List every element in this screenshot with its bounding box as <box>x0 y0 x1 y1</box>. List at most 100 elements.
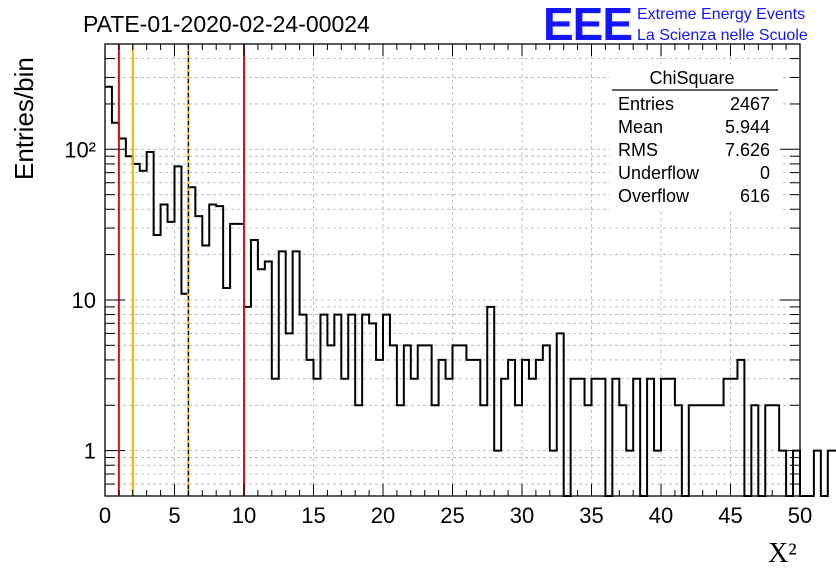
histogram-bin <box>188 187 195 496</box>
histogram-bin <box>320 315 327 496</box>
histogram-bin <box>480 405 487 496</box>
axes: 0 5 10 15 20 25 30 35 40 45 50 1 10 10² <box>64 43 812 528</box>
threshold-lines <box>117 44 245 496</box>
chart-title: PATE-01-2020-02-24-00024 <box>83 11 370 37</box>
eee-logo-mark: EEE <box>543 0 633 50</box>
histogram-bin <box>258 269 265 496</box>
histogram-bin <box>195 216 202 496</box>
histogram-bin <box>147 152 154 496</box>
histogram-bin <box>765 405 772 496</box>
histogram-bin <box>598 379 605 496</box>
histogram-bin <box>675 405 682 496</box>
histogram-bin <box>348 315 355 496</box>
histogram-bin <box>397 405 404 496</box>
histogram-bin <box>383 315 390 496</box>
histogram-bin <box>703 405 710 496</box>
histogram-bin <box>717 405 724 496</box>
histogram-bin <box>265 262 272 496</box>
histogram-bin <box>578 379 585 496</box>
histogram-bin <box>286 333 293 496</box>
histogram-bin <box>814 451 821 496</box>
histogram-bin <box>140 171 147 496</box>
x-tick-label: 40 <box>649 503 673 528</box>
stats-value-underflow: 0 <box>760 163 770 183</box>
histogram-bin <box>223 288 230 496</box>
histogram-bin <box>779 451 786 496</box>
histogram-bin <box>536 360 543 496</box>
stats-label-overflow: Overflow <box>618 186 690 206</box>
x-tick-label: 10 <box>232 503 256 528</box>
stats-label-underflow: Underflow <box>618 163 700 183</box>
histogram-bin <box>550 451 557 496</box>
histogram-bin <box>619 405 626 496</box>
histogram-bin <box>432 405 439 496</box>
histogram-bin <box>334 315 341 496</box>
histogram-bin <box>175 166 182 496</box>
histogram-bin <box>647 379 654 496</box>
histogram-bin <box>439 360 446 496</box>
histogram-bin <box>202 245 209 496</box>
histogram-bin <box>341 379 348 496</box>
y-axis-label: Entries/bin <box>9 57 39 180</box>
histogram-bin <box>731 379 738 496</box>
histogram-bin <box>466 360 473 496</box>
x-tick-label: 25 <box>440 503 464 528</box>
histogram-bin <box>654 451 661 496</box>
histogram-bin <box>529 379 536 496</box>
histogram-bin <box>209 205 216 496</box>
histogram-bin <box>661 379 668 496</box>
x-tick-label: 20 <box>371 503 395 528</box>
histogram-bin <box>161 205 168 496</box>
histogram-bin <box>459 345 466 496</box>
histogram-bin <box>307 360 314 496</box>
histogram-bin <box>487 307 494 496</box>
y-tick-label: 1 <box>84 439 96 464</box>
histogram-bin <box>314 379 321 496</box>
histogram-bin <box>293 251 300 496</box>
histogram-bin <box>633 379 640 496</box>
histogram-bin <box>230 224 237 496</box>
x-tick-label: 15 <box>301 503 325 528</box>
histogram-bin <box>751 405 758 496</box>
x-tick-label: 50 <box>788 503 812 528</box>
y-tick-label: 10² <box>64 137 96 162</box>
x-axis-label: X² <box>768 538 797 569</box>
stats-label-entries: Entries <box>618 94 674 114</box>
logo-tagline-1: Extreme Energy Events <box>637 6 806 23</box>
histogram-bin <box>689 405 696 496</box>
histogram-bin <box>543 345 550 496</box>
histogram-bin <box>126 156 133 496</box>
histogram-bin <box>418 345 425 496</box>
histogram-bin <box>501 379 508 496</box>
histogram-bin <box>571 379 578 496</box>
histogram-bin <box>272 379 279 496</box>
stats-box-frame <box>610 64 780 212</box>
histogram-bin <box>494 451 501 496</box>
histogram-bin <box>453 345 460 496</box>
histogram-bin <box>181 294 188 496</box>
x-tick-label: 0 <box>99 503 111 528</box>
histogram-bin <box>390 345 397 496</box>
histogram-bin <box>154 235 161 496</box>
stats-value-mean: 5.944 <box>725 117 770 137</box>
stats-value-entries: 2467 <box>730 94 770 114</box>
logo-tagline-2: La Scienza nelle Scuole <box>637 27 808 44</box>
histogram-bin <box>592 379 599 496</box>
histogram-bin <box>355 405 362 496</box>
histogram-bin <box>168 222 175 496</box>
histogram-bin <box>251 240 258 496</box>
histogram-bin <box>696 405 703 496</box>
histogram-bin <box>119 138 126 496</box>
histogram-bin <box>508 360 515 496</box>
histogram-bin <box>737 360 744 496</box>
histogram-bin <box>522 360 529 496</box>
histogram-bin <box>216 206 223 496</box>
stats-value-overflow: 616 <box>740 186 770 206</box>
histogram-bin <box>828 451 835 496</box>
histogram-bin <box>279 251 286 496</box>
histogram-bin <box>515 405 522 496</box>
x-tick-label: 35 <box>579 503 603 528</box>
histogram-bin <box>300 315 307 496</box>
histogram-bin <box>557 333 564 496</box>
